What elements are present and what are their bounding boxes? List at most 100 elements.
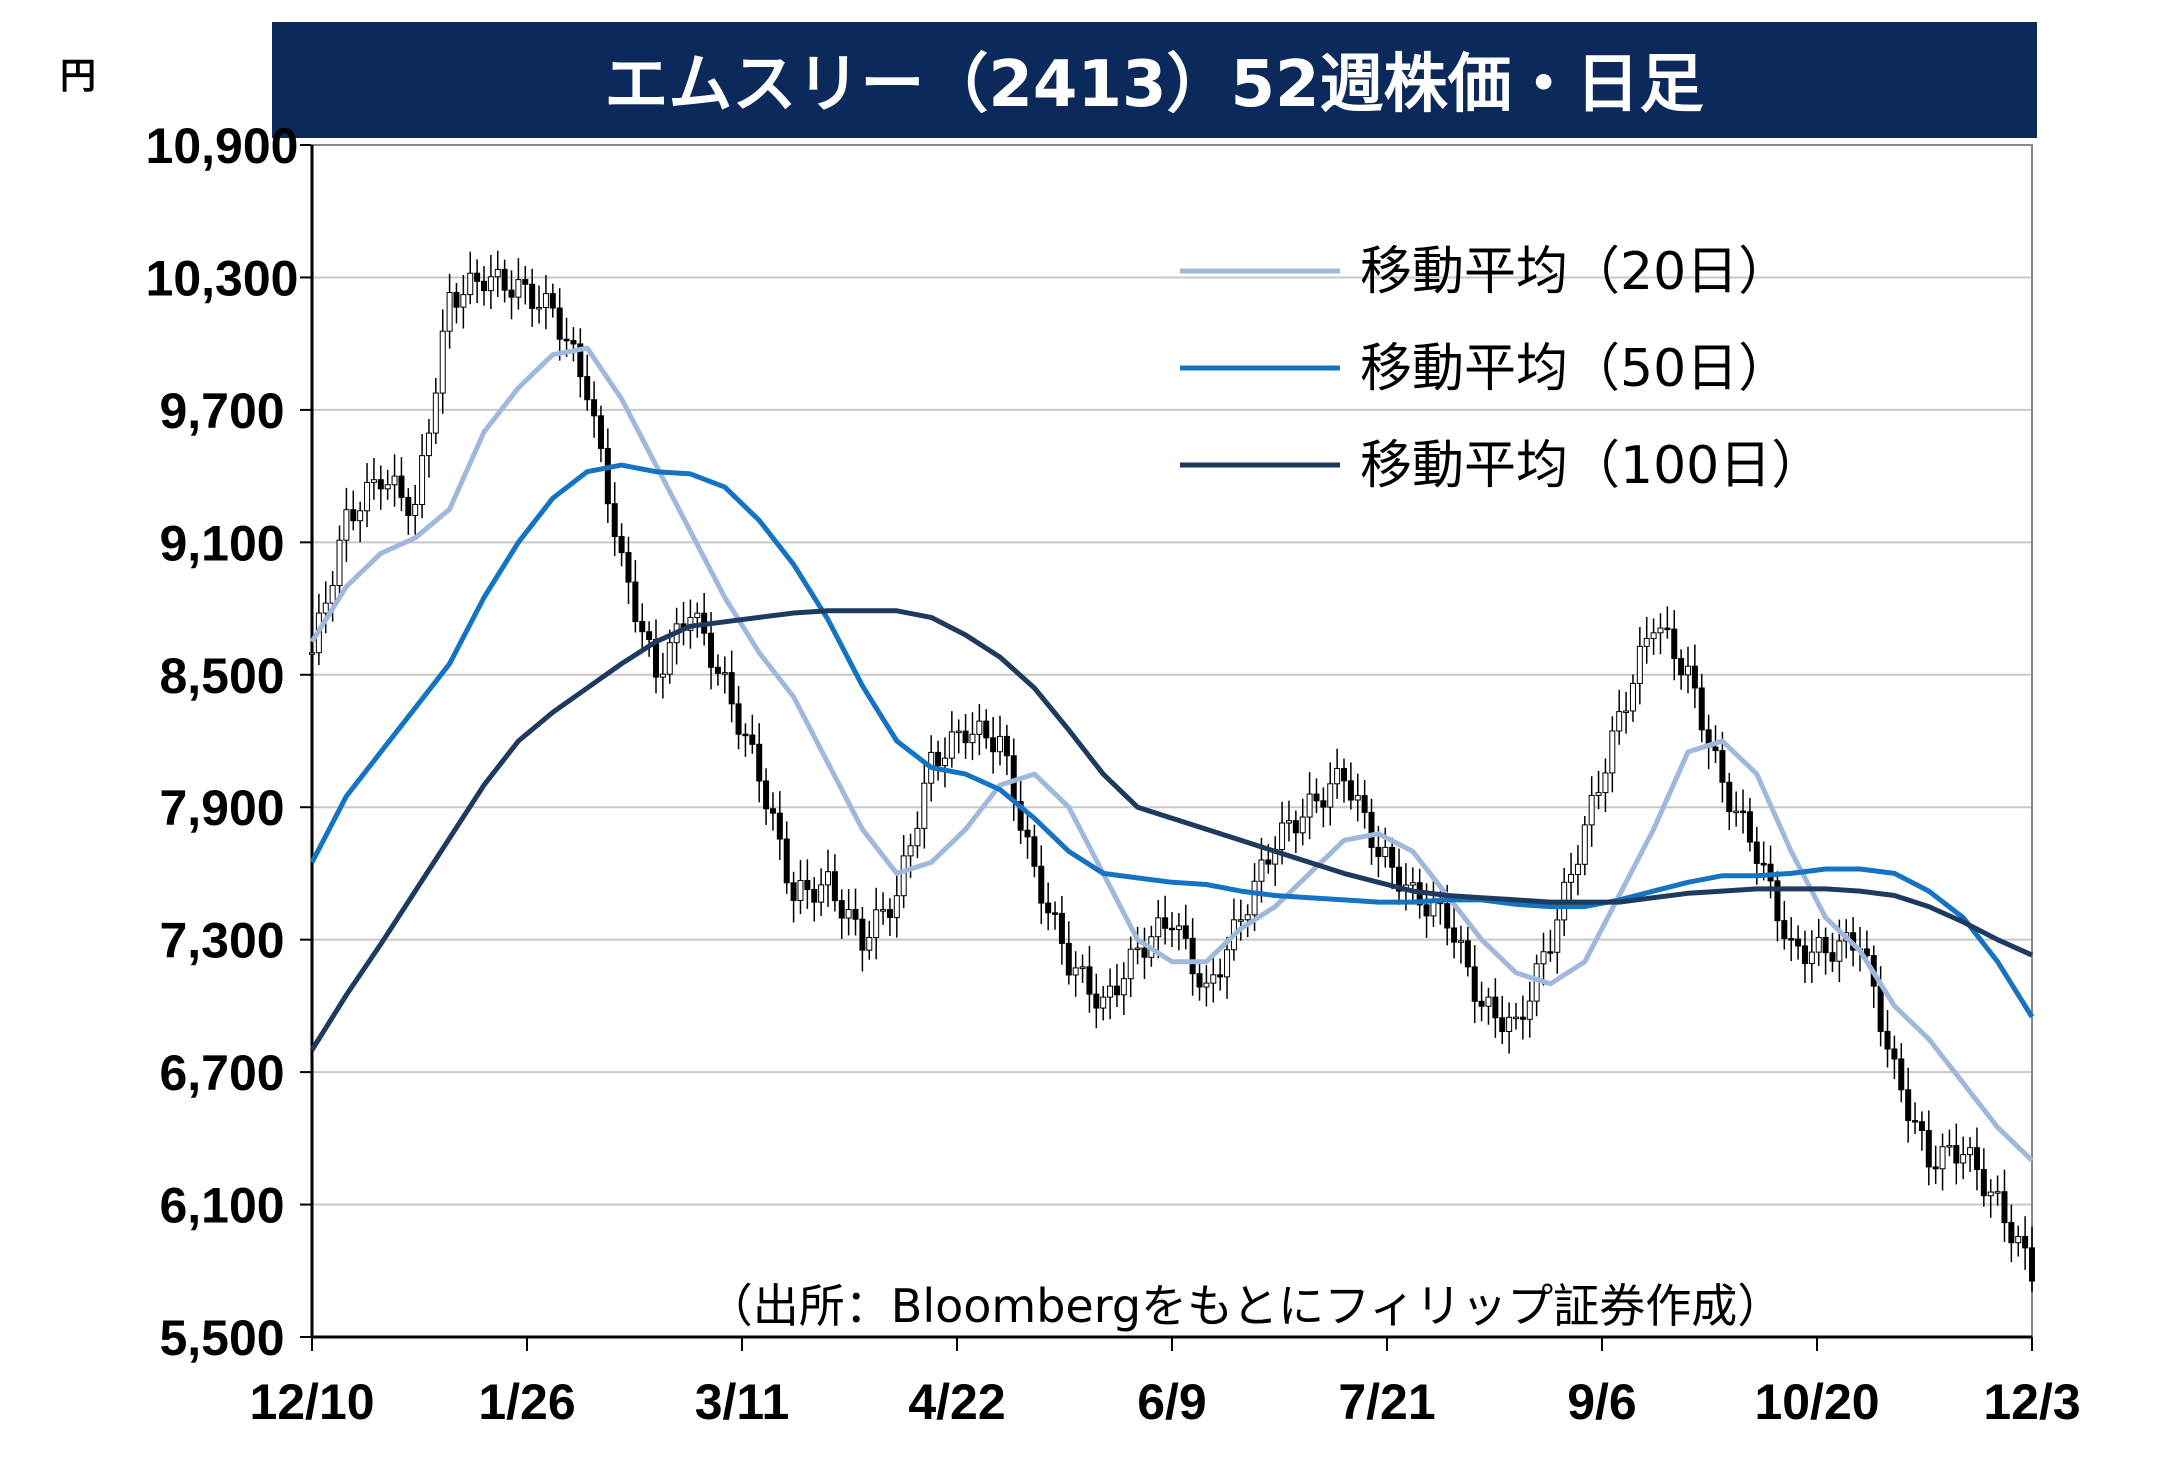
- candle-body: [721, 672, 728, 675]
- candle-body: [439, 330, 446, 394]
- candle-body: [797, 879, 804, 901]
- candle-body: [460, 294, 467, 308]
- candle-body: [1217, 974, 1224, 978]
- candlestick-series: [309, 250, 2035, 1292]
- y-axis-unit: 円: [60, 56, 96, 97]
- candle-body: [370, 479, 377, 483]
- candle-body: [763, 780, 770, 810]
- candle-body: [976, 720, 983, 735]
- candle-body: [467, 272, 474, 296]
- candle-body: [1726, 781, 1733, 813]
- candle-body: [501, 268, 508, 291]
- source-note: （出所：Bloombergをもとにフィリップ証券作成）: [707, 1279, 1783, 1333]
- candle-body: [1506, 1016, 1513, 1033]
- y-tick-label: 9,100: [159, 515, 284, 571]
- candle-body: [412, 503, 419, 516]
- candle-body: [1808, 951, 1815, 965]
- candle-body: [1795, 938, 1802, 947]
- candle-body: [611, 503, 618, 538]
- candle-body: [432, 392, 439, 434]
- candle-body: [1733, 810, 1740, 814]
- candle-body: [1175, 925, 1182, 931]
- candle-body: [1444, 903, 1451, 929]
- x-tick-label: 12/10: [249, 1374, 374, 1430]
- candle-body: [1196, 973, 1203, 988]
- x-tick-label: 6/9: [1137, 1374, 1207, 1430]
- candle-body: [625, 552, 632, 583]
- candle-body: [1134, 947, 1141, 951]
- candle-body: [1017, 801, 1024, 831]
- candle-body: [804, 879, 811, 890]
- candle-body: [1547, 951, 1554, 954]
- candle-body: [1781, 920, 1788, 940]
- candle-body: [1093, 993, 1100, 1009]
- candle-body: [1540, 951, 1547, 965]
- candle-body: [1141, 947, 1148, 958]
- candle-body: [1616, 711, 1623, 732]
- candle-body: [1279, 822, 1286, 850]
- candle-body: [831, 871, 838, 902]
- candle-body: [309, 652, 315, 655]
- candle-body: [708, 632, 715, 668]
- candle-body: [921, 782, 928, 829]
- candle-body: [1685, 665, 1691, 676]
- candle-body: [1058, 912, 1065, 944]
- candle-body: [1299, 816, 1306, 834]
- x-tick-label: 10/20: [1754, 1374, 1879, 1430]
- y-tick-label: 6,700: [159, 1045, 284, 1101]
- candle-body: [769, 808, 776, 814]
- candle-body: [2022, 1236, 2029, 1249]
- candle-body: [990, 737, 997, 753]
- candle-body: [343, 509, 350, 541]
- candle-body: [1079, 966, 1086, 969]
- candle-body: [1595, 792, 1602, 796]
- candle-body: [1327, 783, 1334, 808]
- candle-body: [529, 283, 536, 309]
- candle-body: [1829, 952, 1836, 962]
- legend-label-ma50-line: 移動平均（50日）: [1360, 339, 1790, 399]
- candle-body: [632, 581, 639, 623]
- candle-body: [1341, 768, 1347, 782]
- y-tick-label: 5,500: [159, 1310, 284, 1366]
- candle-body: [391, 475, 398, 486]
- candle-body: [845, 909, 852, 919]
- candle-body: [756, 743, 763, 782]
- candle-body: [1285, 820, 1292, 824]
- legend: 移動平均（20日） 移動平均（50日） 移動平均（100日）: [1180, 242, 1823, 496]
- candle-body: [1554, 919, 1561, 953]
- candle-body: [364, 481, 371, 512]
- candle-body: [1471, 966, 1478, 1002]
- candle-body: [1244, 914, 1251, 921]
- candle-body: [969, 733, 976, 744]
- candle-body: [1740, 810, 1747, 814]
- candle-body: [1760, 862, 1767, 866]
- candle-body: [900, 855, 907, 897]
- ma20-line: [309, 345, 2034, 1163]
- candle-body: [1499, 1017, 1506, 1033]
- candle-body: [1967, 1147, 1974, 1156]
- candle-body: [2008, 1222, 2015, 1244]
- candle-body: [474, 272, 481, 282]
- candle-body: [811, 888, 818, 903]
- candle-body: [639, 621, 646, 633]
- candle-body: [1678, 657, 1685, 676]
- candle-body: [1100, 996, 1107, 1009]
- candle-body: [776, 812, 783, 840]
- candle-body: [1588, 794, 1595, 826]
- candle-body: [1024, 829, 1031, 838]
- candle-body: [1863, 948, 1870, 957]
- candle-body: [1354, 795, 1361, 801]
- candle-body: [322, 602, 329, 614]
- candle-body: [783, 838, 790, 884]
- candle-body: [1320, 800, 1327, 808]
- candle-body: [1251, 880, 1258, 916]
- candle-body: [1182, 925, 1189, 939]
- candle-body: [1801, 945, 1808, 965]
- candle-body: [1169, 927, 1175, 931]
- axes: [300, 144, 2033, 1351]
- candle-body: [1189, 937, 1196, 975]
- candle-body: [1939, 1146, 1946, 1170]
